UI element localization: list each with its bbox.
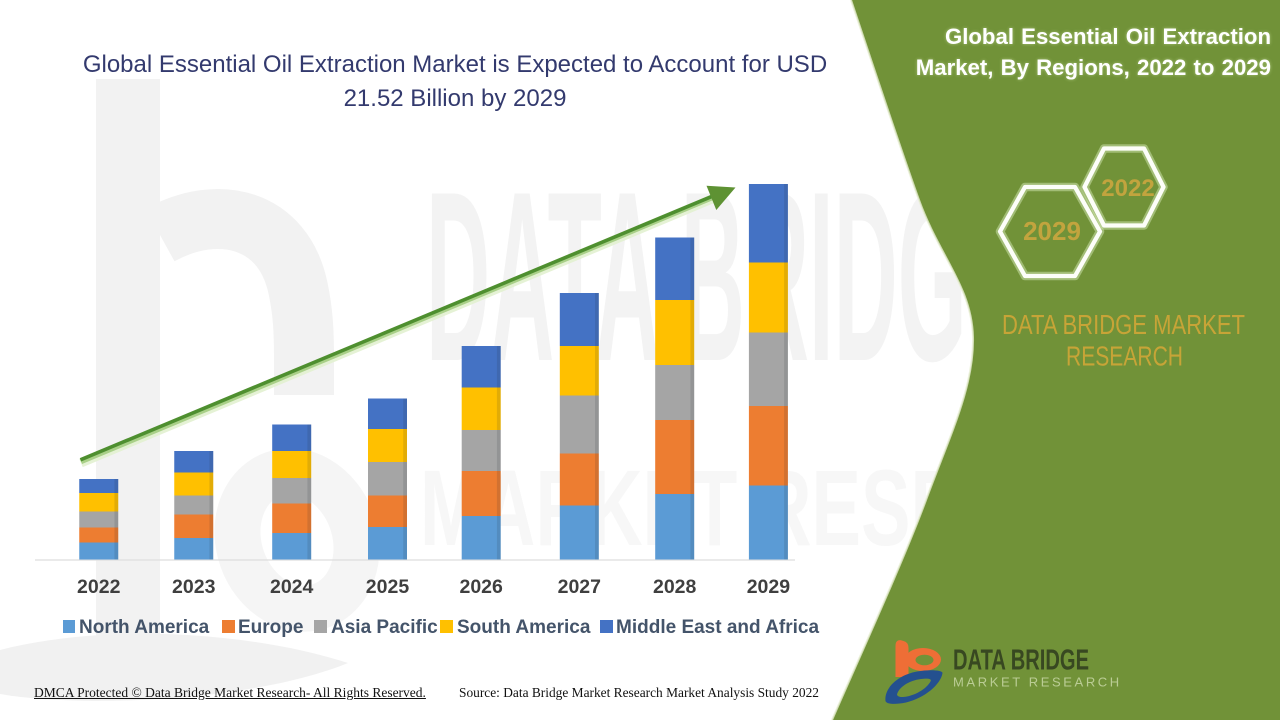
svg-text:DATA BRIDGE: DATA BRIDGE: [953, 645, 1089, 677]
svg-text:RESEARCH: RESEARCH: [1066, 341, 1183, 372]
svg-text:DATA BRIDGE MARKET: DATA BRIDGE MARKET: [1002, 309, 1245, 340]
svg-text:MARKET RESEARCH: MARKET RESEARCH: [953, 675, 1122, 690]
